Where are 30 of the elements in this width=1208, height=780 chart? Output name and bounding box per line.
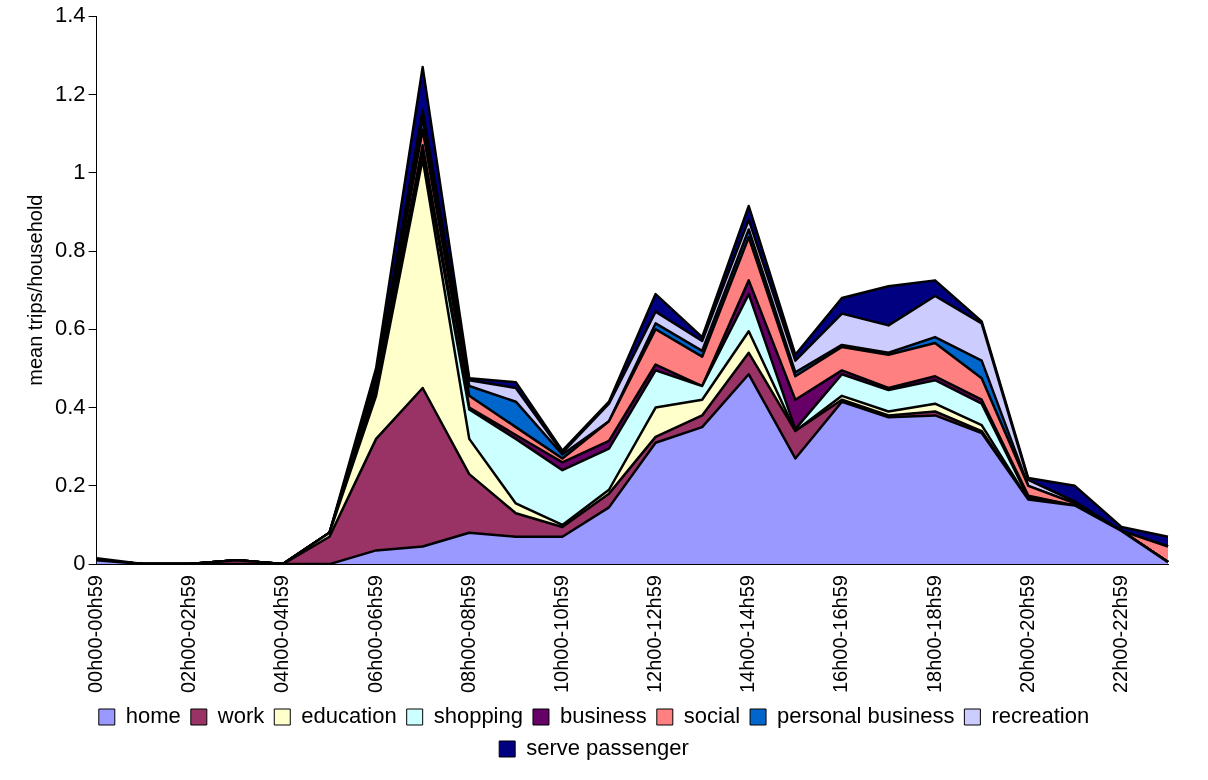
legend-label: business — [559, 703, 647, 729]
x-tick-label: 14h00-14h59 — [736, 575, 759, 693]
y-axis-title: mean trips/household — [23, 194, 46, 386]
y-tick-label: 0.4 — [54, 393, 86, 419]
legend-label: personal business — [777, 703, 955, 729]
x-tick-label: 06h00-06h59 — [363, 575, 386, 693]
y-tick-label: 1 — [73, 158, 86, 184]
x-tick-label: 20h00-20h59 — [1015, 575, 1038, 693]
y-tick-label: 0.6 — [54, 315, 86, 341]
x-tick-label: 10h00-10h59 — [549, 575, 572, 693]
x-tick-label: 16h00-16h59 — [829, 575, 852, 693]
x-tick-label: 12h00-12h59 — [643, 575, 666, 693]
legend-label: social — [683, 703, 741, 729]
y-tick-label: 1.4 — [54, 2, 86, 28]
legend-label: education — [301, 703, 397, 729]
x-tick-label: 08h00-08h59 — [456, 575, 479, 693]
legend-label: work — [216, 703, 266, 729]
x-tick-label: 00h00-00h59 — [84, 575, 107, 693]
y-tick-label: 1.2 — [54, 80, 86, 106]
legend-label: serve passenger — [526, 735, 689, 761]
x-tick-label: 04h00-04h59 — [270, 575, 293, 693]
legend-label: shopping — [433, 703, 523, 729]
x-tick-label: 18h00-18h59 — [922, 575, 945, 693]
legend-label: home — [125, 703, 181, 729]
y-tick-label: 0 — [73, 550, 86, 576]
legend-label: recreation — [991, 703, 1090, 729]
y-tick-label: 0.2 — [54, 471, 86, 497]
x-tick-label: 02h00-02h59 — [177, 575, 200, 693]
y-tick-label: 0.8 — [54, 237, 86, 263]
x-tick-label: 22h00-22h59 — [1108, 575, 1131, 693]
